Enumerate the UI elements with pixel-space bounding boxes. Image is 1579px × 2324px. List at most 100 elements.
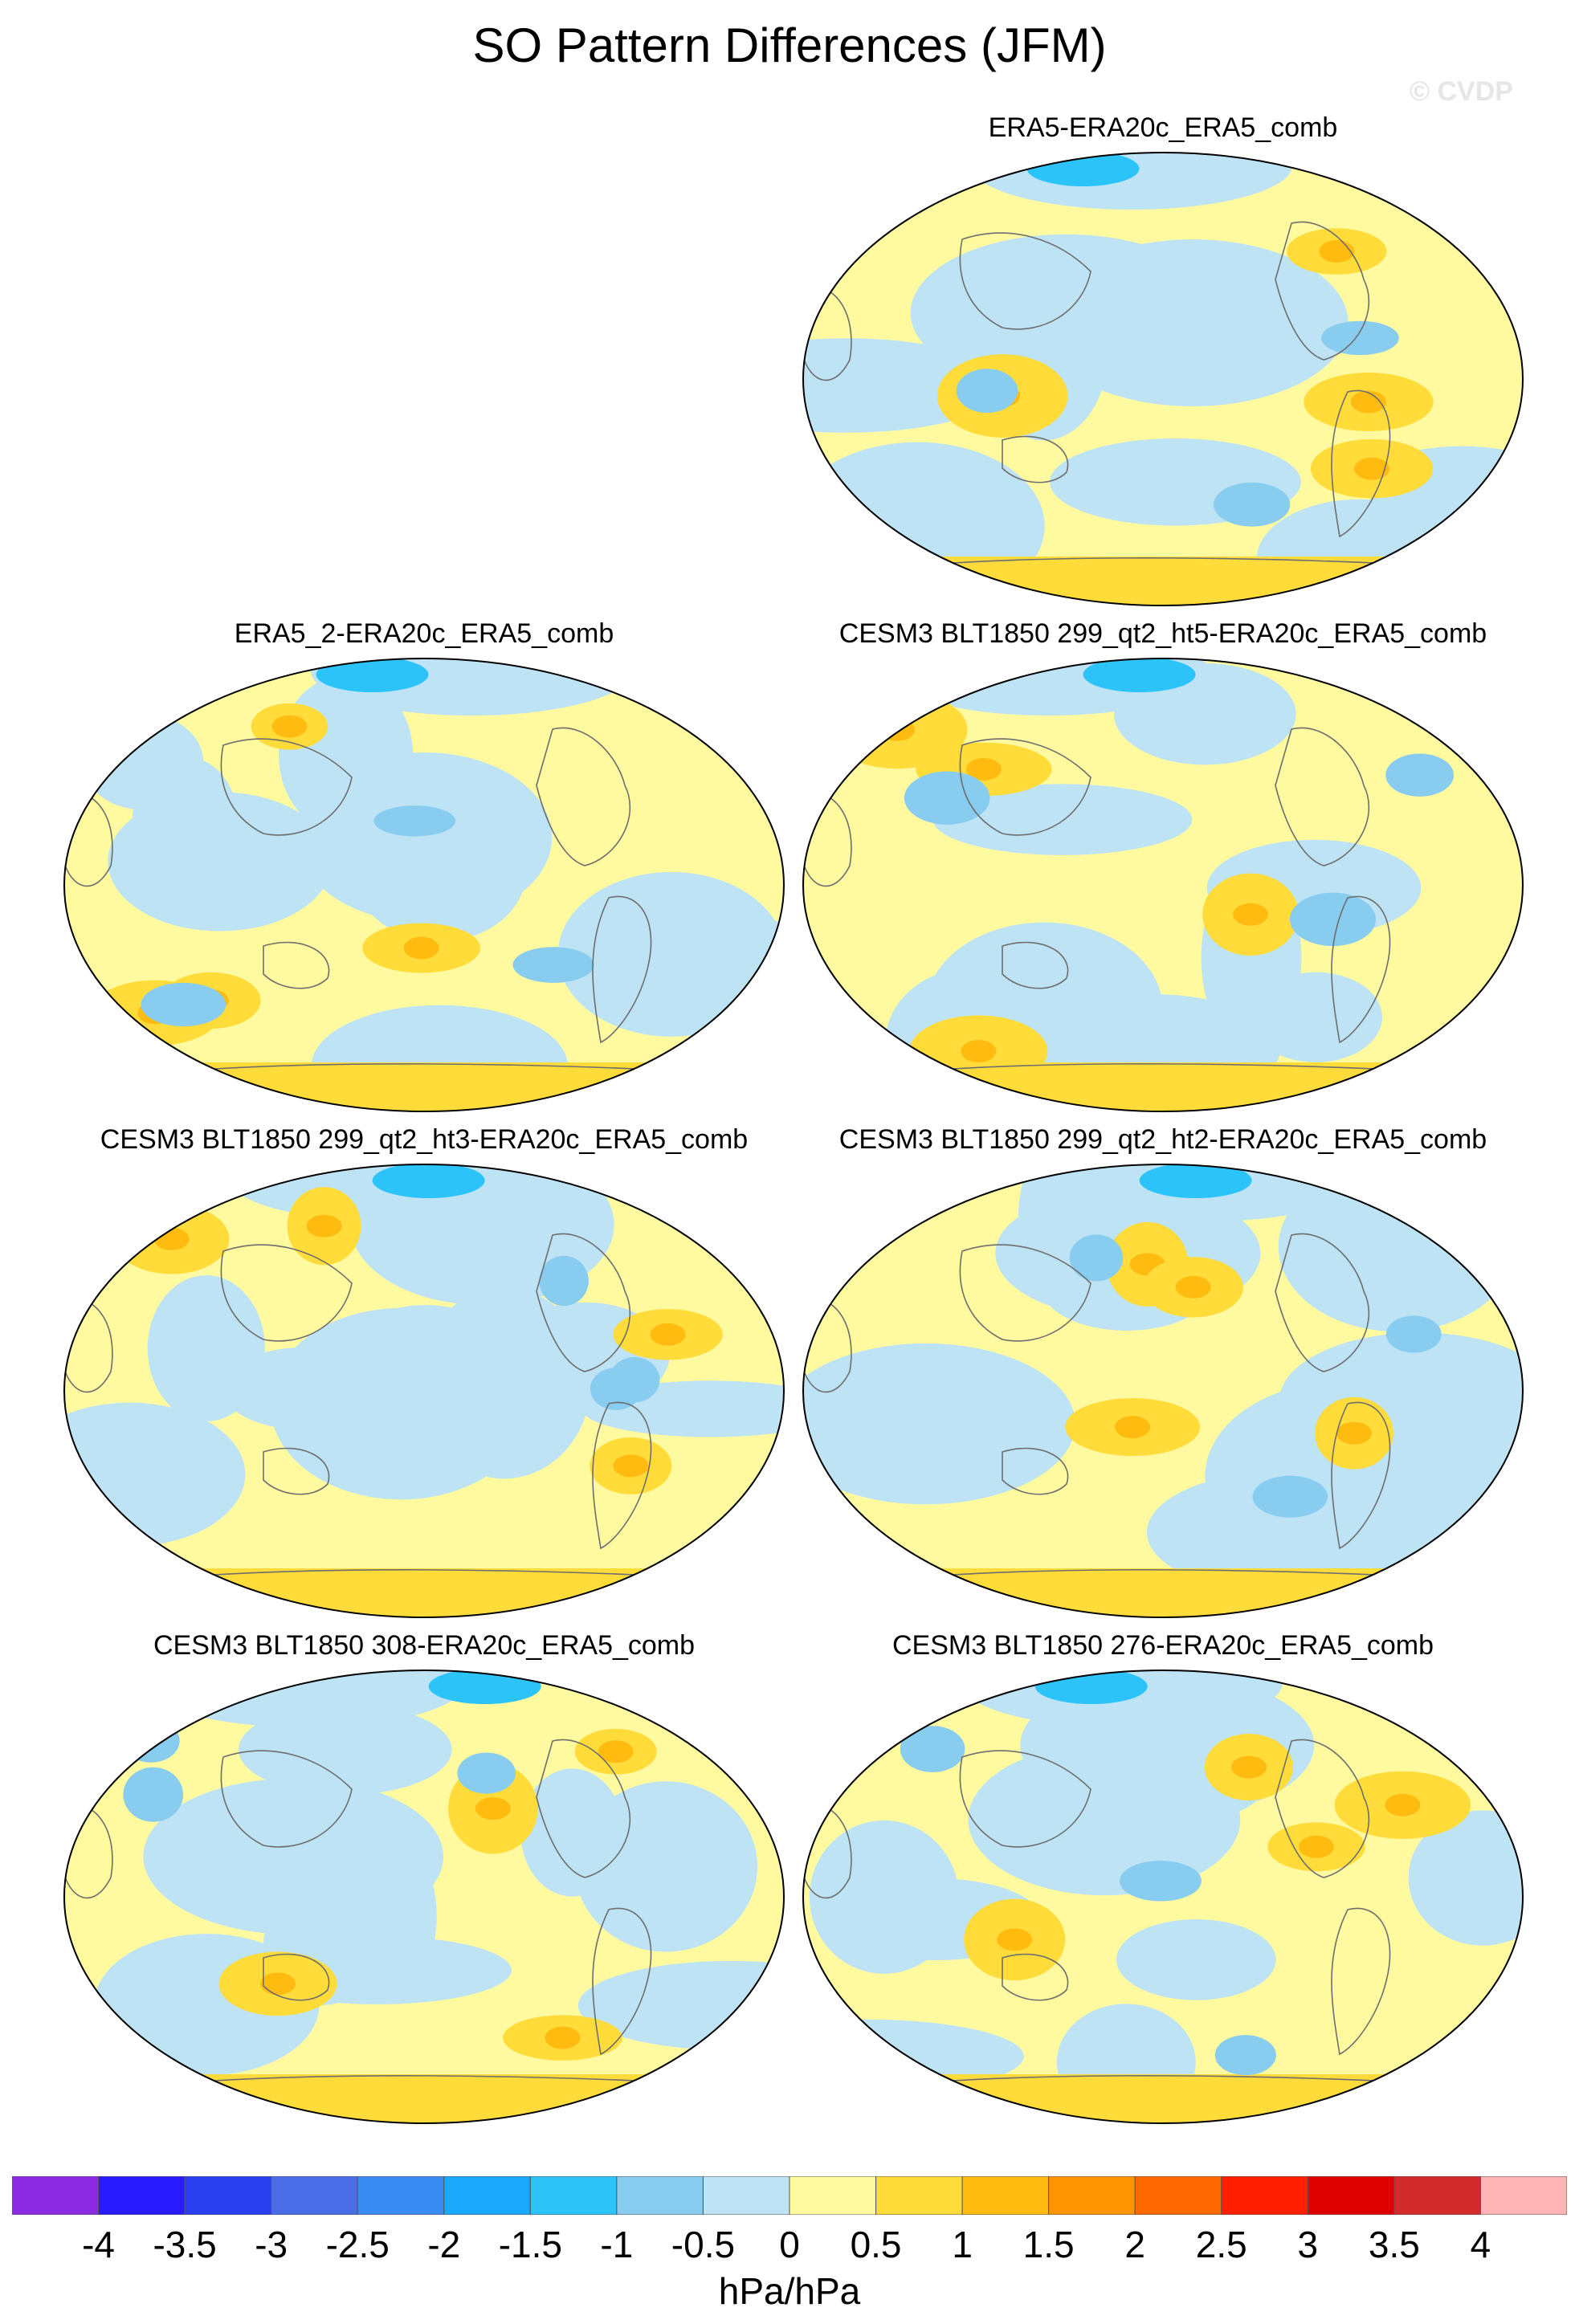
map-border: [63, 658, 785, 1112]
colorbar-tick-label: 2.5: [1195, 2224, 1247, 2265]
colorbar-swatch: [184, 2176, 272, 2215]
coastline: [1331, 895, 1391, 1044]
coastline: [592, 1401, 652, 1550]
map-panel: CESM3 BLT1850 276-ERA20c_ERA5_comb: [794, 1630, 1532, 2144]
coastline: [220, 1244, 353, 1342]
negative-anomaly-core: [457, 1752, 516, 1794]
colorbar-swatch: [12, 2176, 100, 2215]
colorbar-swatch: [357, 2176, 445, 2215]
negative-anomaly-core: [1069, 1234, 1124, 1282]
colorbar-swatch: [1221, 2176, 1308, 2215]
coastline: [1002, 435, 1069, 483]
coastline: [536, 1233, 631, 1372]
negative-anomaly-core: [904, 771, 990, 825]
negative-anomaly-region: [803, 338, 1007, 433]
negative-anomaly-core: [512, 947, 594, 983]
robinson-map: [63, 1164, 785, 1618]
negative-anomaly-region: [83, 713, 204, 810]
panel-title: CESM3 BLT1850 276-ERA20c_ERA5_comb: [892, 1630, 1434, 1661]
colorbar-swatch: [961, 2176, 1050, 2215]
negative-anomaly-region: [968, 1743, 1241, 1896]
coastline: [220, 1750, 353, 1848]
colorbar-swatch: [1134, 2176, 1222, 2215]
antarctic-anomaly-band: [64, 1062, 784, 1111]
positive-anomaly-core: [271, 715, 308, 738]
colorbar-swatch: [1307, 2176, 1395, 2215]
negative-anomaly-region: [1205, 1381, 1483, 1572]
negative-anomaly-core: [1321, 320, 1399, 356]
negative-anomaly-core: [141, 982, 226, 1027]
positive-anomaly-core: [545, 2026, 581, 2049]
positive-anomaly-core: [1233, 903, 1269, 926]
coastline: [536, 727, 631, 866]
arctic-anomaly-core: [1034, 1670, 1148, 1704]
coastline: [263, 1953, 330, 2001]
positive-anomaly-core: [306, 1214, 342, 1237]
positive-anomaly-core: [1385, 1793, 1421, 1816]
negative-anomaly-core: [122, 1719, 180, 1763]
coastline: [263, 1447, 330, 1495]
coastline: [220, 738, 353, 836]
coastline: [1275, 221, 1370, 361]
negative-anomaly-core: [1252, 1475, 1328, 1518]
antarctic-anomaly-band: [803, 2074, 1523, 2123]
negative-anomaly-region: [353, 805, 526, 942]
positive-anomaly-core: [153, 1227, 190, 1250]
colorbar: [12, 2176, 1567, 2215]
negative-anomaly-core: [1385, 1315, 1442, 1353]
colorbar-tick-label: -1: [600, 2224, 634, 2265]
arctic-anomaly-core: [1139, 1164, 1252, 1198]
coastline: [592, 895, 652, 1044]
colorbar-swatch: [702, 2176, 790, 2215]
map-border: [63, 1670, 785, 2124]
coastline: [1331, 1401, 1391, 1550]
coastline: [536, 1739, 631, 1878]
antarctic-anomaly-band: [803, 557, 1523, 605]
colorbar-swatch: [1393, 2176, 1481, 2215]
robinson-map: [802, 1164, 1524, 1618]
panel-title: ERA5-ERA20c_ERA5_comb: [988, 112, 1338, 143]
colorbar-units: hPa/hPa: [718, 2270, 861, 2312]
robinson-map: [802, 1670, 1524, 2124]
coastline: [959, 738, 1091, 836]
colorbar-tick-label: -1.5: [498, 2224, 562, 2265]
coastline: [592, 1907, 652, 2056]
colorbar-swatch: [443, 2176, 531, 2215]
positive-anomaly-core: [650, 1323, 686, 1346]
coastline: [1331, 1907, 1391, 2056]
negative-anomaly-region: [1249, 972, 1382, 1062]
coastline: [959, 1750, 1091, 1848]
colorbar-tick-label: 0: [779, 2224, 800, 2265]
positive-anomaly-core: [475, 1797, 511, 1820]
antarctic-anomaly-band: [803, 1568, 1523, 1617]
colorbar-tick-label: -4: [82, 2224, 115, 2265]
positive-anomaly-core: [613, 1454, 649, 1478]
panel-title: CESM3 BLT1850 299_qt2_ht3-ERA20c_ERA5_co…: [100, 1124, 749, 1155]
colorbar-tick-label: -3.5: [153, 2224, 217, 2265]
map-border: [63, 1164, 785, 1618]
positive-anomaly-core: [1336, 1421, 1373, 1445]
positive-anomaly-region: [826, 691, 968, 769]
map-border: [802, 152, 1524, 606]
negative-anomaly-region: [1116, 1919, 1276, 2000]
positive-anomaly-core: [965, 757, 1002, 781]
coastline: [1002, 941, 1069, 989]
positive-anomaly-core: [1115, 1416, 1151, 1439]
robinson-map: [63, 1670, 785, 2124]
positive-anomaly-core: [997, 1928, 1033, 1951]
copyright-watermark: © CVDP: [1410, 76, 1513, 107]
positive-anomaly-core: [1350, 390, 1386, 414]
negative-anomaly-region: [418, 1287, 591, 1479]
map-panel: CESM3 BLT1850 299_qt2_ht2-ERA20c_ERA5_co…: [794, 1124, 1532, 1638]
colorbar-tick-label: 3: [1297, 2224, 1319, 2265]
positive-anomaly-core: [260, 1972, 296, 1996]
antarctic-anomaly-band: [64, 2074, 784, 2123]
negative-anomaly-core: [123, 1767, 184, 1822]
coastline: [1275, 1739, 1370, 1878]
coastline: [263, 941, 330, 989]
colorbar-tick-label: -3: [255, 2224, 288, 2265]
positive-anomaly-core: [1354, 457, 1390, 480]
panel-title: ERA5_2-ERA20c_ERA5_comb: [234, 618, 614, 649]
negative-anomaly-region: [803, 1343, 1075, 1505]
panel-title: CESM3 BLT1850 308-ERA20c_ERA5_comb: [153, 1630, 696, 1661]
